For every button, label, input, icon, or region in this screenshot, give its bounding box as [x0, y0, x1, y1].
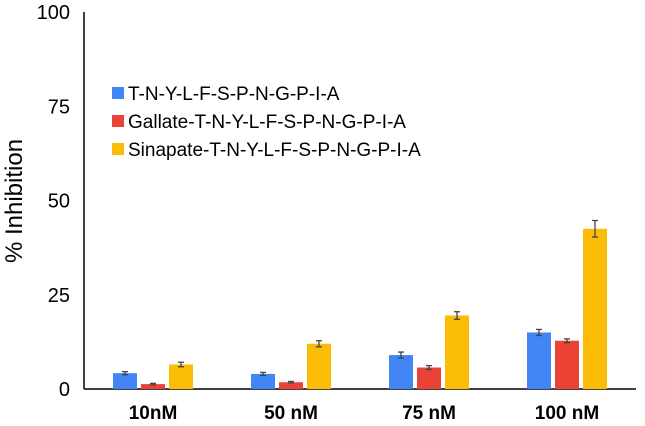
legend-label: Gallate-T-N-Y-L-F-S-P-N-G-P-I-A [128, 112, 406, 133]
bar [583, 228, 607, 389]
x-category-label: 50 nM [264, 403, 318, 424]
legend-label: T-N-Y-L-F-S-P-N-G-P-I-A [128, 84, 340, 105]
bar [307, 343, 331, 389]
legend-label: Sinapate-T-N-Y-L-F-S-P-N-G-P-I-A [128, 140, 421, 161]
y-tick-labels: 0 25 50 75 100 [37, 2, 70, 401]
legend-swatch [112, 87, 124, 99]
y-tick-label: 50 [48, 191, 70, 213]
bar [445, 315, 469, 389]
bar [251, 373, 275, 389]
legend: T-N-Y-L-F-S-P-N-G-P-I-A Gallate-T-N-Y-L-F… [112, 84, 421, 161]
bar [279, 382, 303, 389]
bar [169, 364, 193, 389]
y-tick-label: 25 [48, 285, 70, 307]
bar [141, 384, 165, 389]
y-tick-label: 100 [37, 2, 70, 24]
legend-swatch [112, 143, 124, 155]
y-tick-label: 0 [59, 379, 70, 401]
legend-swatch [112, 115, 124, 127]
bar [113, 373, 137, 389]
x-category-label: 75 nM [402, 403, 456, 424]
y-tick-label: 75 [48, 96, 70, 118]
x-category-label: 10nM [129, 403, 178, 424]
bars [113, 228, 607, 389]
error-bars [122, 219, 598, 386]
x-category-label: 100 nM [535, 403, 599, 424]
bar [389, 355, 413, 389]
bar [527, 332, 551, 389]
y-axis-title: % Inhibition [1, 139, 28, 263]
bar [417, 367, 441, 389]
x-category-labels: 10nM 50 nM 75 nM 100 nM [129, 403, 600, 424]
bar [555, 340, 579, 389]
